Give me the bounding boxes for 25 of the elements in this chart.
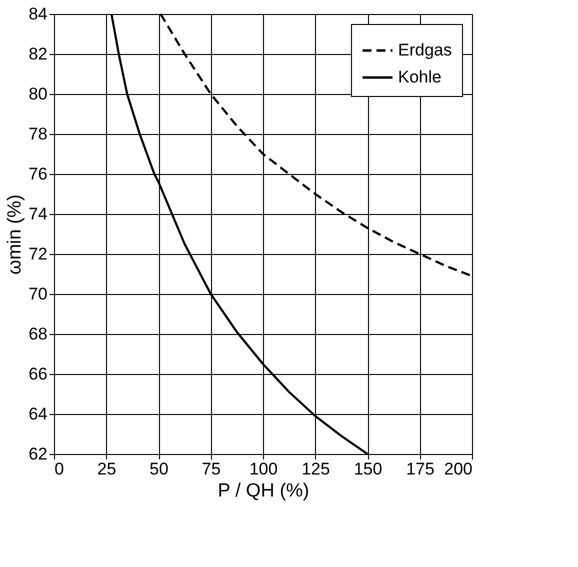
x-tick-label: 75	[202, 460, 221, 478]
y-tick-label: 84	[28, 4, 48, 24]
y-tick-label: 76	[28, 164, 48, 184]
y-tick-label: 68	[28, 324, 48, 344]
legend-label: Kohle	[398, 68, 442, 86]
y-tick-label: 64	[28, 404, 48, 424]
y-tick-label: 82	[28, 44, 48, 64]
x-axis-title: P / QH (%)	[218, 480, 310, 502]
y-tick-label: 74	[28, 204, 48, 224]
x-tick-label: 175	[406, 460, 434, 478]
y-axis-title: ωmin (%)	[4, 194, 26, 275]
x-tick-label: 50	[150, 460, 168, 478]
x-tick-label: 200	[444, 460, 472, 478]
y-tick-label: 62	[28, 444, 48, 464]
y-tick-label: 80	[28, 84, 48, 104]
y-tick-label: 66	[28, 364, 48, 384]
legend-label: Erdgas	[398, 40, 452, 60]
y-tick-label: 70	[28, 284, 48, 304]
x-tick-label: 150	[354, 460, 382, 478]
x-tick-label: 125	[302, 460, 330, 478]
x-tick-label: 25	[97, 460, 116, 478]
x-tick-label: 0	[54, 460, 64, 478]
y-tick-label: 78	[28, 124, 48, 144]
y-tick-label: 72	[28, 244, 48, 264]
x-tick-label: 100	[249, 460, 278, 478]
